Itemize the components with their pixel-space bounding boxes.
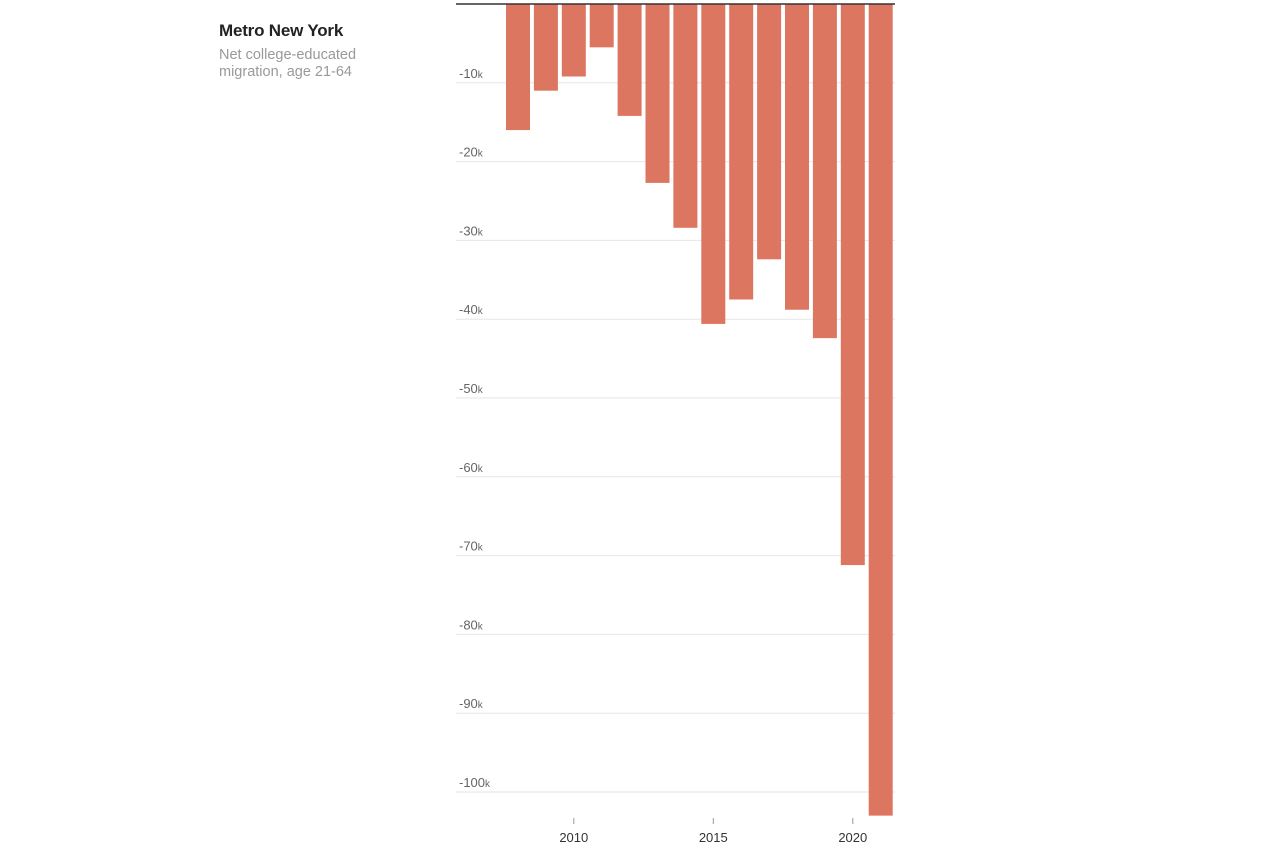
- x-tick-label: 2010: [559, 830, 588, 845]
- bar-2018: [785, 4, 809, 310]
- bar-2010: [561, 4, 586, 77]
- bar-2011: [589, 4, 614, 48]
- y-tick-label: -10k: [459, 66, 484, 81]
- chart-title: Metro New York: [219, 21, 344, 40]
- y-tick-label: -40k: [459, 302, 484, 317]
- bar-2008: [506, 4, 530, 131]
- y-tick-label: -20k: [459, 145, 484, 160]
- y-tick-label: -50k: [459, 381, 484, 396]
- chart-title-block: Metro New York Net college-educated migr…: [219, 21, 419, 81]
- bars: [506, 4, 893, 816]
- bar-2013: [645, 4, 670, 183]
- bar-2014: [673, 4, 698, 228]
- y-tick-label: -60k: [459, 460, 484, 475]
- bar-2021: [868, 4, 893, 816]
- bar-2019: [812, 4, 837, 339]
- bar-2009: [533, 4, 558, 91]
- y-tick-label: -90k: [459, 696, 484, 711]
- bar-2012: [617, 4, 642, 116]
- bar-2016: [729, 4, 754, 300]
- axes: -10k -20k -30k -40k -50k -60k -70k -80k -90k -100…: [456, 3, 895, 845]
- y-tick-label: -100k: [459, 775, 491, 790]
- x-tick-label: 2015: [699, 830, 728, 845]
- y-tick-label: -30k: [459, 223, 484, 238]
- chart-subtitle: Net college-educated migration, age 21-6…: [219, 47, 357, 80]
- x-tick-label: 2020: [838, 830, 867, 845]
- y-tick-label: -80k: [459, 617, 484, 632]
- bar-2015: [701, 4, 726, 324]
- y-tick-label: -70k: [459, 539, 484, 554]
- bar-2020: [840, 4, 865, 566]
- bar-2017: [757, 4, 782, 260]
